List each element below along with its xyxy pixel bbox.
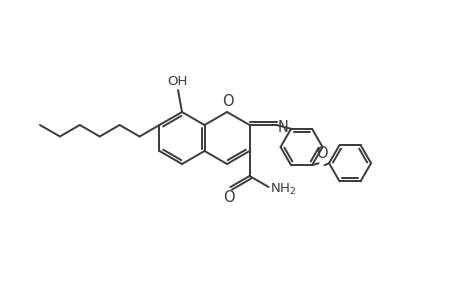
Text: O: O [222,94,233,109]
Text: NH$_2$: NH$_2$ [269,182,295,196]
Text: O: O [315,146,327,161]
Text: N: N [277,119,288,134]
Text: OH: OH [167,75,187,88]
Text: O: O [222,190,234,205]
